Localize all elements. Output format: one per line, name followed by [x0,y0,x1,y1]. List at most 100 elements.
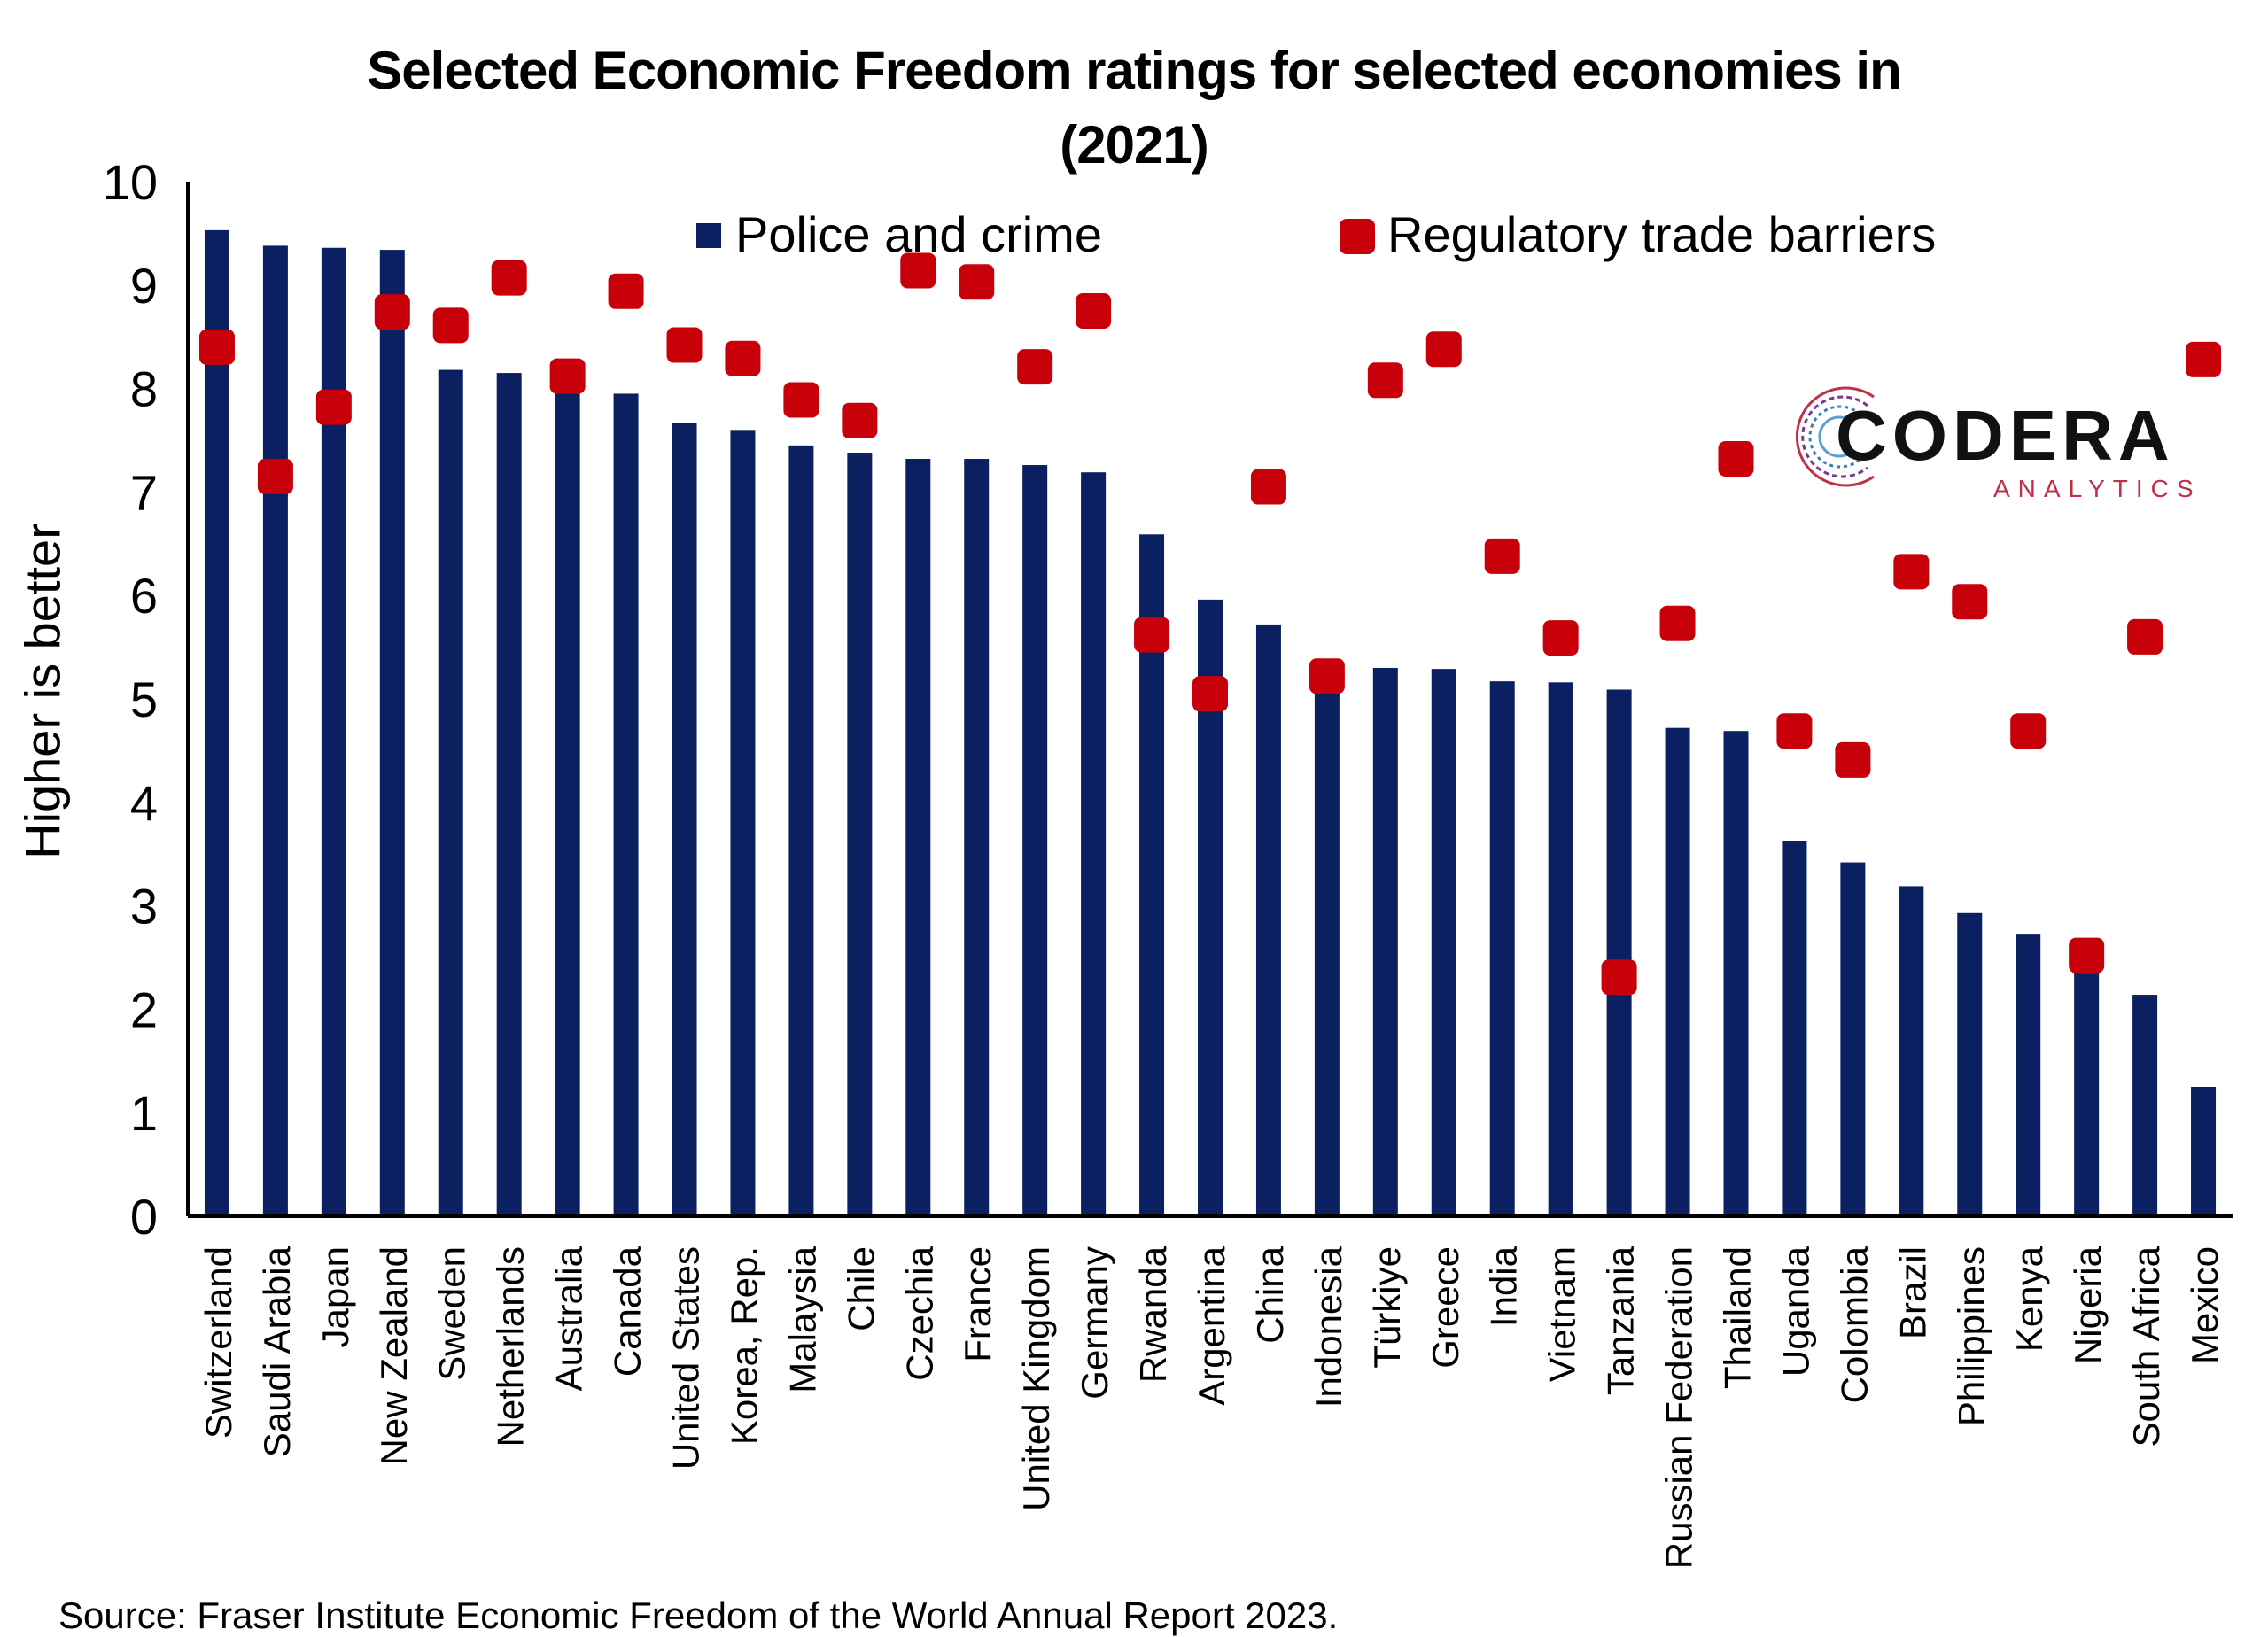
bar-police-and-crime [1255,624,1281,1216]
x-tick-label: South Africa [2125,1245,2167,1447]
chart-title: Selected Economic Freedom ratings for se… [159,34,2109,182]
x-tick-label: Uganda [1775,1245,1816,1377]
marker-regulatory-trade-barriers [374,294,410,330]
marker-regulatory-trade-barriers [783,382,819,418]
x-tick-label: Switzerland [198,1246,239,1439]
y-tick-label: 10 [103,154,158,210]
x-tick-label: Vietnam [1542,1246,1583,1382]
y-tick-label: 6 [130,568,158,624]
marker-regulatory-trade-barriers [1776,713,1813,749]
x-tick-label: Australia [548,1245,590,1391]
legend-marker-trade [1340,219,1375,254]
legend-label-trade: Regulatory trade barriers [1387,206,1936,262]
marker-regulatory-trade-barriers [1425,331,1462,368]
bar-police-and-crime [379,250,405,1216]
marker-regulatory-trade-barriers [1542,620,1579,656]
bar-police-and-crime [1957,912,1983,1216]
x-tick-label: Netherlands [490,1246,532,1447]
bar-police-and-crime [1723,731,1749,1216]
x-tick-label: Brazil [1891,1246,1933,1339]
codera-logo: CODERA ANALYTICS [1790,361,2224,512]
marker-regulatory-trade-barriers [1659,605,1696,641]
bar-police-and-crime [730,430,756,1216]
bar-police-and-crime [1548,682,1573,1216]
marker-regulatory-trade-barriers [549,358,586,394]
markers-layer [198,252,2222,996]
x-tick-label: Nigeria [2067,1245,2109,1364]
x-tick-label: France [957,1246,998,1362]
marker-regulatory-trade-barriers [432,307,469,344]
bar-police-and-crime [438,369,463,1216]
x-tick-label: Czechia [898,1245,940,1380]
y-tick-label: 0 [130,1189,158,1245]
marker-regulatory-trade-barriers [608,273,644,309]
x-tick-label: Türkiye [1366,1246,1408,1369]
bar-police-and-crime [1665,727,1690,1216]
bar-police-and-crime [1081,472,1107,1216]
marker-regulatory-trade-barriers [1076,293,1112,329]
marker-regulatory-trade-barriers [1367,362,1403,399]
bars-layer [204,229,2217,1217]
x-tick-label: Colombia [1833,1245,1875,1403]
x-tick-label: China [1249,1245,1291,1343]
x-tick-label: Kenya [2008,1245,2050,1352]
y-tick-label: 3 [130,879,158,935]
x-tick-label: Canada [607,1245,649,1377]
x-tick-label: Saudi Arabia [256,1245,298,1457]
bar-police-and-crime [1314,672,1340,1216]
logo-wordmark: CODERA [1836,396,2175,475]
y-tick-label: 1 [130,1085,158,1141]
marker-regulatory-trade-barriers [842,402,878,438]
y-tick-label: 8 [130,361,158,417]
bar-police-and-crime [1022,465,1048,1216]
marker-regulatory-trade-barriers [1718,441,1754,477]
legend-label-police: Police and crime [735,206,1102,262]
marker-regulatory-trade-barriers [725,340,761,376]
x-tick-label: Mexico [2184,1246,2225,1364]
marker-regulatory-trade-barriers [1134,617,1170,653]
chart-title-line-1: Selected Economic Freedom ratings for se… [367,41,1902,100]
source-note: Source: Fraser Institute Economic Freedo… [58,1594,1339,1636]
x-tick-label: Philippines [1950,1246,1992,1426]
bar-police-and-crime [2191,1087,2217,1216]
marker-regulatory-trade-barriers [1309,658,1345,694]
bar-police-and-crime [1782,841,1807,1216]
bar-police-and-crime [1840,862,1866,1216]
marker-regulatory-trade-barriers [1017,349,1053,385]
x-tick-label: New Zealand [373,1246,415,1465]
x-labels-layer: Switzerland Saudi Arabia Japan New Zealand S… [198,1245,2225,1569]
x-tick-label: Chile [840,1246,882,1331]
codera-logo-mark-icon [1795,386,1875,487]
x-tick-label: Russian Federation [1658,1246,1700,1569]
bar-police-and-crime [1606,689,1632,1216]
x-tick-label: United States [665,1246,707,1470]
marker-regulatory-trade-barriers [198,329,235,365]
bar-police-and-crime [2074,966,2100,1216]
bar-police-and-crime [672,423,697,1216]
bar-police-and-crime [788,445,814,1217]
marker-regulatory-trade-barriers [257,458,293,494]
x-tick-label: Argentina [1191,1245,1232,1405]
marker-regulatory-trade-barriers [900,252,936,289]
x-tick-label: Thailand [1716,1246,1758,1389]
y-axis-title: Higher is better [14,523,71,859]
legend-swatch-police [696,223,721,248]
marker-regulatory-trade-barriers [2010,713,2047,749]
marker-regulatory-trade-barriers [1192,676,1228,712]
x-tick-label: Germany [1074,1246,1115,1400]
bar-police-and-crime [2132,995,2158,1216]
x-tick-label: Malaysia [781,1245,823,1393]
bar-police-and-crime [1489,681,1515,1216]
marker-regulatory-trade-barriers [315,389,352,425]
x-tick-label: United Kingdom [1015,1246,1057,1511]
bar-police-and-crime [905,459,931,1216]
x-tick-label: Japan [315,1246,356,1347]
y-tick-label: 5 [130,671,158,727]
bar-police-and-crime [1431,669,1456,1216]
marker-regulatory-trade-barriers [666,327,703,363]
bar-police-and-crime [1899,886,1924,1216]
bar-police-and-crime [262,245,288,1216]
chart-title-line-2: (2021) [1060,115,1208,175]
bar-police-and-crime [847,453,873,1216]
